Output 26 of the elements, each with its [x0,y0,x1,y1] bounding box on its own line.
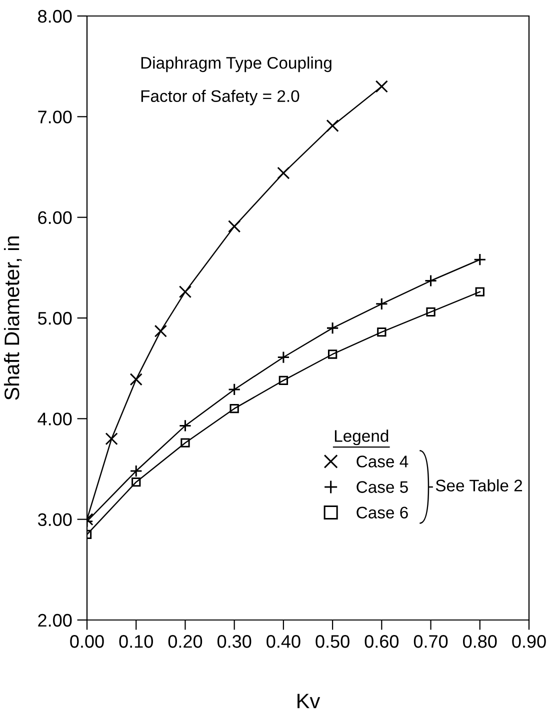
x-tick-label: 0.40 [266,635,300,648]
legend-title: Legend [334,430,388,446]
y-axis-title: Shaft Diameter, in [4,236,22,400]
y-tick-label: 8.00 [38,10,72,23]
x-tick-label: 0.70 [414,635,448,648]
y-tick-label: 5.00 [38,312,72,325]
y-tick-label: 3.00 [38,513,72,526]
annotation: Diaphragm Type Coupling [141,56,332,72]
x-tick-label: 0.30 [217,635,252,648]
x-tick-label: 0.50 [316,635,350,648]
x-axis-title: Kv [298,694,320,708]
legend-label: Case 4 [356,456,408,468]
x-tick-label: 0.20 [168,635,202,648]
legend-label: Case 5 [356,481,408,493]
x-tick-label: 0.80 [463,635,497,648]
annotation: Factor of Safety = 2.0 [141,90,300,106]
y-tick-label: 6.00 [38,211,72,224]
x-tick-label: 0.60 [364,635,399,648]
x-tick-label: 0.90 [512,635,546,648]
annotation: See Table 2 [436,479,522,492]
x-tick-label: 0.10 [119,635,153,648]
y-tick-label: 4.00 [38,412,72,426]
y-tick-label: 2.00 [38,614,72,627]
legend-label: Case 6 [356,506,408,518]
y-tick-label: 7.00 [38,110,72,124]
x-tick-label: 0.00 [70,635,104,648]
